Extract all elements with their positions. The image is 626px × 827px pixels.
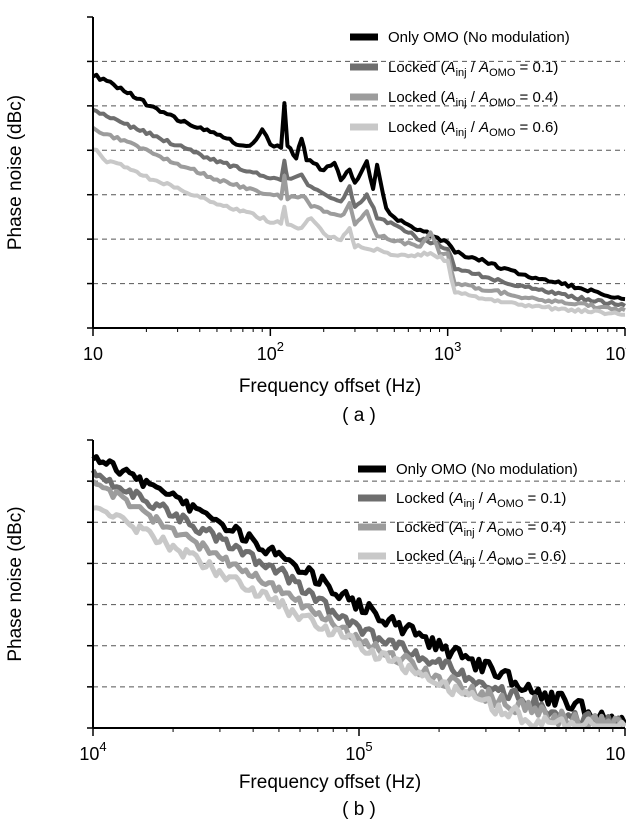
legend-label-2: Locked (Ainj / AOMO = 0.1) bbox=[388, 59, 558, 79]
x-tick-base: 10 bbox=[345, 744, 365, 764]
legend-subscript: OMO bbox=[489, 127, 516, 139]
legend-slash: / bbox=[467, 59, 480, 76]
x-tick-label: 103 bbox=[434, 339, 461, 364]
x-tick-label: 10 bbox=[83, 344, 103, 364]
x-tick-base: 10 bbox=[257, 344, 277, 364]
legend-subscript: inj bbox=[456, 97, 467, 109]
x-tick-exponent: 4 bbox=[99, 739, 106, 754]
legend-ratio: = 0.4) bbox=[523, 519, 566, 536]
legend-label-3: Locked (Ainj / AOMO = 0.4) bbox=[396, 519, 566, 539]
x-tick-label: 105 bbox=[345, 739, 372, 764]
legend-text: Only OMO (No modulation) bbox=[388, 29, 570, 46]
legend-slash: / bbox=[475, 490, 488, 507]
legend-ratio: = 0.6) bbox=[515, 119, 558, 136]
x-tick-base: 10 bbox=[434, 344, 454, 364]
legend-prefix: Locked ( bbox=[396, 490, 454, 507]
legend-slash: / bbox=[467, 119, 480, 136]
series-line-1 bbox=[92, 72, 626, 302]
legend-ratio: = 0.4) bbox=[515, 89, 558, 106]
legend-a-symbol: A bbox=[445, 119, 456, 136]
legend-prefix: Locked ( bbox=[396, 519, 454, 536]
x-tick-base: 10 bbox=[83, 344, 103, 364]
legend-ratio: = 0.1) bbox=[515, 59, 558, 76]
legend-a-symbol: A bbox=[486, 490, 497, 507]
chart-caption: ( a ) bbox=[342, 405, 376, 426]
legend-label-2: Locked (Ainj / AOMO = 0.1) bbox=[396, 490, 566, 510]
legend-a-symbol: A bbox=[445, 59, 456, 76]
legend-label-1: Only OMO (No modulation) bbox=[396, 461, 578, 478]
legend-a-symbol: A bbox=[453, 548, 464, 565]
x-axis-title: Frequency offset (Hz) bbox=[239, 376, 421, 397]
legend-a-symbol: A bbox=[453, 490, 464, 507]
legend-text: Only OMO (No modulation) bbox=[396, 461, 578, 478]
legend-prefix: Locked ( bbox=[396, 548, 454, 565]
legend-slash: / bbox=[475, 548, 488, 565]
legend-a-symbol: A bbox=[478, 89, 489, 106]
legend-slash: / bbox=[475, 519, 488, 536]
legend-subscript: inj bbox=[464, 556, 475, 568]
legend-a-symbol: A bbox=[453, 519, 464, 536]
legend-slash: / bbox=[467, 89, 480, 106]
legend-a-symbol: A bbox=[478, 59, 489, 76]
legend-subscript: inj bbox=[456, 127, 467, 139]
series-line-3 bbox=[91, 479, 625, 729]
series-line-4 bbox=[92, 505, 626, 729]
chart-a: 10102103104Phase noise (dBc)Frequency of… bbox=[5, 16, 626, 426]
series-line-4 bbox=[92, 147, 626, 317]
legend-a-symbol: A bbox=[478, 119, 489, 136]
legend-prefix: Locked ( bbox=[388, 59, 446, 76]
y-axis-title: Phase noise (dBc) bbox=[5, 506, 26, 661]
x-tick-label: 102 bbox=[257, 339, 284, 364]
series-line-2 bbox=[92, 107, 626, 308]
legend-prefix: Locked ( bbox=[388, 89, 446, 106]
legend-subscript: inj bbox=[456, 67, 467, 79]
legend-subscript: OMO bbox=[497, 498, 524, 510]
legend-subscript: inj bbox=[464, 527, 475, 539]
legend-a-symbol: A bbox=[486, 548, 497, 565]
series-line-2 bbox=[90, 468, 626, 729]
legend-subscript: OMO bbox=[489, 97, 516, 109]
x-tick-base: 10 bbox=[605, 744, 625, 764]
legend-a-symbol: A bbox=[486, 519, 497, 536]
x-tick-label: 104 bbox=[605, 339, 626, 364]
x-axis-title: Frequency offset (Hz) bbox=[239, 772, 421, 793]
chart-b: 104105106Phase noise (dBc)Frequency offs… bbox=[5, 439, 626, 820]
legend-ratio: = 0.1) bbox=[523, 490, 566, 507]
chart-caption: ( b ) bbox=[342, 799, 376, 820]
legend-ratio: = 0.6) bbox=[523, 548, 566, 565]
legend-label-3: Locked (Ainj / AOMO = 0.4) bbox=[388, 89, 558, 109]
legend-subscript: OMO bbox=[489, 67, 516, 79]
legend-label-4: Locked (Ainj / AOMO = 0.6) bbox=[396, 548, 566, 568]
legend-subscript: inj bbox=[464, 498, 475, 510]
y-axis-title: Phase noise (dBc) bbox=[5, 95, 26, 250]
legend-a-symbol: A bbox=[445, 89, 456, 106]
legend-subscript: OMO bbox=[497, 527, 524, 539]
legend-label-1: Only OMO (No modulation) bbox=[388, 29, 570, 46]
x-tick-base: 10 bbox=[79, 744, 99, 764]
x-tick-label: 104 bbox=[79, 739, 106, 764]
legend-label-4: Locked (Ainj / AOMO = 0.6) bbox=[388, 119, 558, 139]
x-tick-label: 106 bbox=[605, 739, 626, 764]
legend-subscript: OMO bbox=[497, 556, 524, 568]
series-line-1 bbox=[91, 454, 626, 729]
x-tick-exponent: 3 bbox=[454, 339, 461, 354]
x-tick-exponent: 5 bbox=[365, 739, 372, 754]
x-tick-base: 10 bbox=[605, 344, 625, 364]
legend-prefix: Locked ( bbox=[388, 119, 446, 136]
x-tick-exponent: 2 bbox=[277, 339, 284, 354]
series-line-3 bbox=[91, 126, 626, 313]
